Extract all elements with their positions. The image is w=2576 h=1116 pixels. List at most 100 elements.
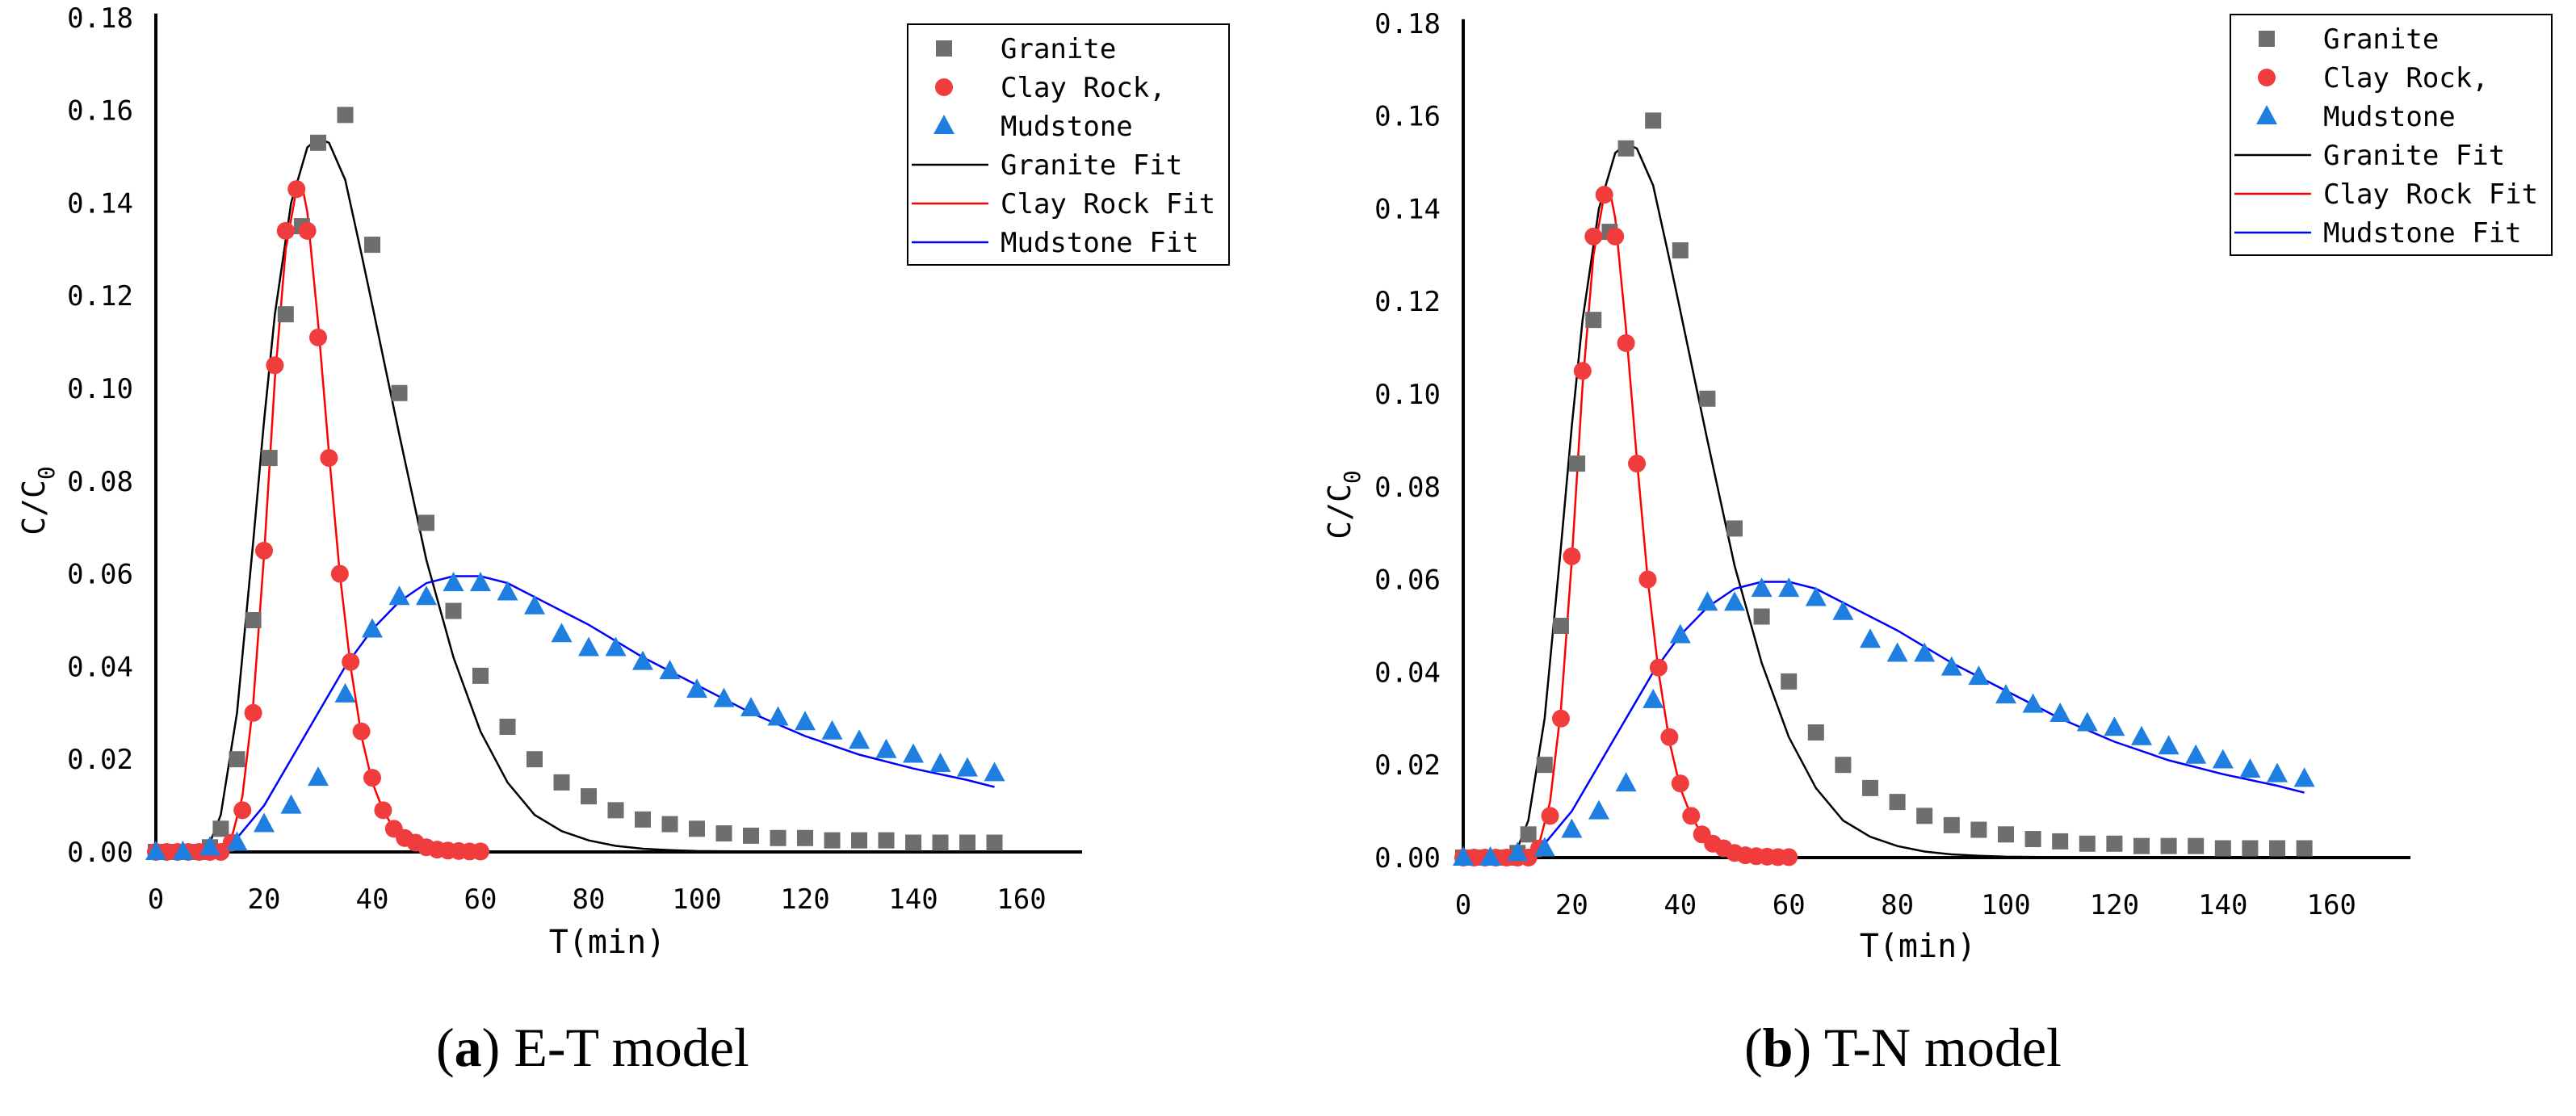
data-point-mudstone: [551, 623, 573, 643]
legend-symbol: [2256, 105, 2277, 124]
y-axis-label: C/C0: [16, 466, 60, 535]
data-point-mudstone: [929, 752, 951, 772]
data-point-mudstone: [2131, 725, 2152, 745]
data-point-mudstone: [875, 738, 897, 758]
y-tick-label: 0.06: [67, 559, 133, 591]
data-point-mudstone: [1914, 642, 1936, 662]
x-tick-label: 100: [1981, 889, 2030, 921]
data-point-clay-rock: [266, 356, 284, 375]
data-point-mudstone: [254, 812, 275, 833]
data-point-mudstone: [1805, 586, 1827, 606]
data-point-granite: [2106, 835, 2123, 852]
data-point-mudstone: [2267, 762, 2288, 782]
data-point-clay-rock: [287, 180, 306, 199]
series-line-granite-fit: [156, 136, 995, 854]
data-point-granite: [261, 450, 278, 467]
data-point-mudstone: [416, 585, 437, 606]
data-point-clay-rock: [1638, 570, 1657, 589]
y-tick-label: 0.06: [1374, 564, 1441, 597]
data-point-clay-rock: [1563, 547, 1581, 565]
data-point-granite: [743, 827, 759, 844]
data-point-mudstone: [1669, 623, 1691, 644]
data-point-clay-rock: [1780, 848, 1798, 866]
data-point-mudstone: [1588, 799, 1609, 820]
legend-label: Granite Fit: [2323, 140, 2505, 172]
data-point-mudstone: [578, 636, 599, 657]
data-point-granite: [2188, 837, 2205, 854]
y-axis-label-sub: 0: [33, 466, 60, 480]
data-point-mudstone: [795, 711, 816, 731]
data-point-clay-rock: [330, 564, 349, 583]
data-point-granite: [1835, 757, 1852, 774]
data-point-granite: [2214, 840, 2231, 857]
data-point-granite: [337, 107, 354, 124]
x-tick-label: 120: [2090, 889, 2139, 921]
y-tick-label: 0.18: [1374, 8, 1441, 40]
y-tick-label: 0.12: [67, 280, 133, 313]
data-point-granite: [1998, 826, 2014, 843]
x-tick-label: 20: [248, 883, 281, 916]
data-point-clay-rock: [320, 449, 338, 468]
data-point-mudstone: [713, 687, 735, 707]
data-point-mudstone: [767, 706, 789, 726]
legend-label: Mudstone: [2323, 101, 2456, 133]
data-point-mudstone: [1995, 684, 2016, 704]
y-axis-label: C/C0: [1322, 470, 1366, 539]
data-point-mudstone: [199, 836, 220, 856]
data-point-mudstone: [2158, 735, 2180, 755]
data-point-granite: [2296, 840, 2313, 857]
data-point-granite: [797, 829, 813, 846]
x-tick-label: 120: [780, 883, 829, 916]
caption-a-text: E-T model: [500, 1017, 749, 1078]
data-point-granite: [472, 667, 489, 684]
data-point-mudstone: [984, 761, 1005, 782]
data-point-granite: [1970, 821, 1987, 838]
data-point-mudstone: [2185, 744, 2207, 764]
data-point-mudstone: [1561, 818, 1583, 838]
data-point-granite: [1536, 757, 1553, 774]
legend-symbol: [936, 40, 952, 57]
data-point-granite: [607, 802, 624, 819]
data-point-mudstone: [388, 585, 410, 606]
data-point-mudstone: [2212, 749, 2234, 769]
data-point-mudstone: [1724, 591, 1745, 611]
data-point-granite: [1645, 112, 1662, 129]
y-tick-label: 0.18: [67, 2, 133, 35]
y-tick-label: 0.00: [67, 837, 133, 869]
y-axis-label-sub: 0: [1339, 470, 1366, 484]
data-point-mudstone: [957, 757, 978, 777]
caption-b-letter: b: [1763, 1017, 1794, 1078]
data-point-granite: [851, 832, 867, 849]
y-tick-label: 0.14: [1374, 193, 1441, 225]
caption-b-text: T-N model: [1811, 1017, 2062, 1078]
data-point-mudstone: [145, 841, 166, 860]
data-point-granite: [1889, 794, 1906, 811]
data-point-granite: [245, 612, 262, 628]
data-point-clay-rock: [472, 842, 489, 861]
y-tick-label: 0.08: [67, 466, 133, 498]
data-point-mudstone: [1507, 841, 1529, 862]
x-axis-label: T(min): [1860, 928, 1977, 965]
data-point-mudstone: [659, 660, 681, 680]
data-point-clay-rock: [1682, 807, 1701, 825]
data-point-mudstone: [308, 766, 329, 787]
data-point-granite: [1585, 312, 1602, 329]
data-point-granite: [1726, 520, 1743, 537]
legend-box: [2230, 14, 2553, 256]
data-point-granite: [986, 834, 1003, 851]
data-point-mudstone: [1643, 688, 1664, 708]
data-point-clay-rock: [1595, 186, 1613, 204]
data-point-clay-rock: [1573, 362, 1592, 380]
data-point-granite: [878, 832, 895, 849]
data-point-mudstone: [362, 618, 383, 638]
data-point-mudstone: [849, 729, 870, 749]
data-point-mudstone: [2049, 703, 2071, 723]
legend-label: Clay Rock,: [2323, 62, 2489, 94]
data-point-mudstone: [2293, 767, 2315, 787]
data-point-granite: [1569, 455, 1586, 472]
data-point-granite: [1807, 724, 1824, 741]
x-tick-label: 0: [1455, 889, 1471, 921]
data-point-mudstone: [524, 594, 545, 615]
data-point-clay-rock: [1617, 334, 1635, 352]
data-point-clay-rock: [1660, 728, 1679, 746]
